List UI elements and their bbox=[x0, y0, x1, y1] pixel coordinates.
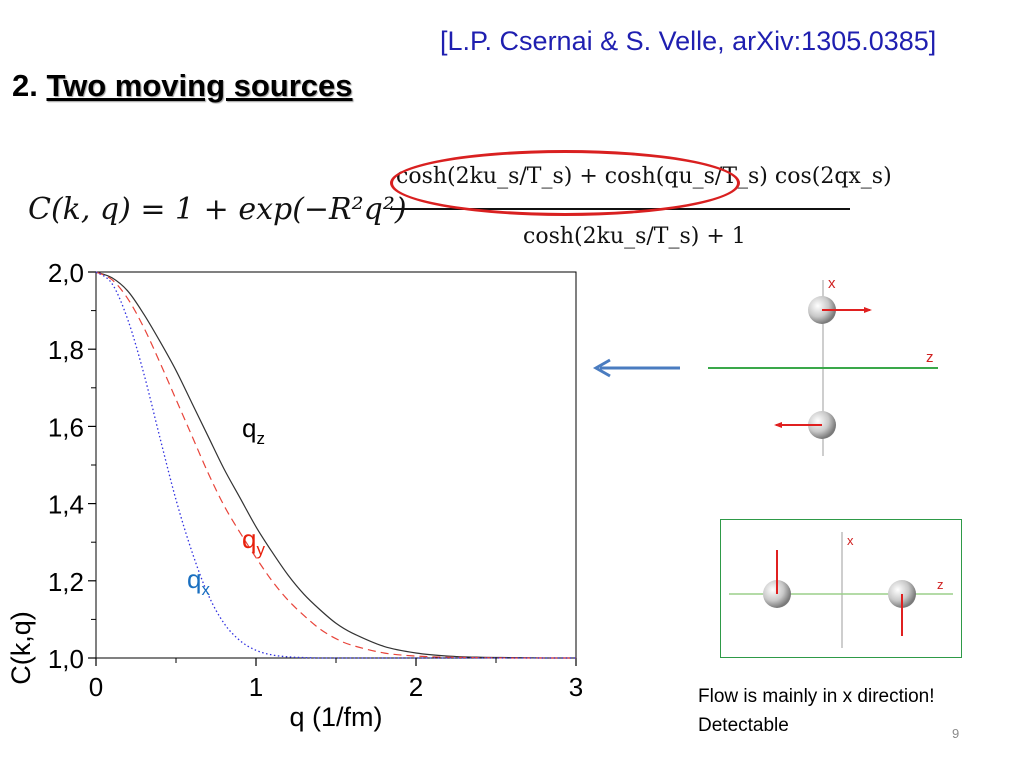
sources-diagram-bottom: x z bbox=[729, 532, 953, 648]
x-axis-label: q (1/fm) bbox=[289, 702, 382, 732]
label-qz-sub: z bbox=[256, 429, 265, 448]
velocity-arrowhead-lower bbox=[774, 422, 782, 428]
series-lines bbox=[95, 271, 577, 659]
formula-lhs: C(k, q) = 1 + exp(−R²q²) bbox=[28, 192, 407, 227]
x-tick-label: 1 bbox=[249, 672, 263, 702]
plot-frame bbox=[95, 271, 577, 659]
series-line-qy bbox=[95, 271, 576, 659]
page-number: 9 bbox=[952, 726, 960, 741]
y-tick-label: 1,0 bbox=[48, 644, 84, 674]
z-axis-label-bottom: z bbox=[937, 577, 944, 592]
velocity-arrowhead-upper bbox=[864, 307, 872, 313]
heading-title: Two moving sources bbox=[46, 68, 353, 103]
note-line-1: Flow is mainly in x direction! bbox=[698, 686, 935, 707]
y-axis-label: C(k,q) bbox=[6, 611, 36, 685]
sources-diagram-top: x z bbox=[708, 275, 938, 456]
citation: [L.P. Csernai & S. Velle, arXiv:1305.038… bbox=[440, 26, 937, 56]
x-tick-label: 2 bbox=[409, 672, 423, 702]
label-qy: qy bbox=[242, 524, 265, 559]
series-line-qx bbox=[95, 271, 576, 659]
series-line-qz bbox=[95, 271, 577, 659]
x-axis-label-bottom: x bbox=[847, 533, 854, 548]
left-arrow bbox=[592, 358, 680, 378]
y-axis-ticks: 1,0 1,2 1,4 1,6 1,8 2,0 bbox=[48, 258, 96, 674]
y-tick-label: 1,6 bbox=[48, 412, 84, 442]
x-tick-label: 3 bbox=[569, 672, 583, 702]
highlight-ellipse bbox=[390, 150, 740, 216]
correlation-formula: C(k, q) = 1 + exp(−R²q²) cosh(2ku_s/T_s)… bbox=[28, 150, 892, 270]
sources-diagram-box: x z bbox=[720, 519, 962, 658]
x-axis-ticks: 0 1 2 3 bbox=[89, 658, 583, 702]
formula-denominator: cosh(2ku_s/T_s) + 1 bbox=[523, 224, 746, 249]
heading-number: 2. bbox=[12, 68, 38, 103]
x-axis-label-top: x bbox=[828, 275, 836, 292]
flow-note: Flow is mainly in x direction! Detectabl… bbox=[698, 682, 935, 740]
label-qx-sub: x bbox=[201, 580, 210, 599]
label-qz-base: q bbox=[242, 413, 256, 443]
label-qx: qx bbox=[187, 564, 210, 599]
y-tick-label: 1,4 bbox=[48, 490, 84, 520]
x-tick-label: 0 bbox=[89, 672, 103, 702]
left-arrow-head bbox=[592, 358, 611, 378]
label-qx-base: q bbox=[187, 564, 201, 594]
z-axis-label-top: z bbox=[926, 349, 934, 366]
y-tick-label: 2,0 bbox=[48, 258, 84, 288]
note-line-2: Detectable bbox=[698, 715, 789, 736]
label-qz: qz bbox=[242, 413, 265, 448]
label-qy-base: q bbox=[242, 524, 256, 554]
y-tick-label: 1,8 bbox=[48, 335, 84, 365]
y-tick-label: 1,2 bbox=[48, 567, 84, 597]
slide-heading: 2. Two moving sources bbox=[12, 68, 353, 104]
label-qy-sub: y bbox=[256, 540, 265, 559]
